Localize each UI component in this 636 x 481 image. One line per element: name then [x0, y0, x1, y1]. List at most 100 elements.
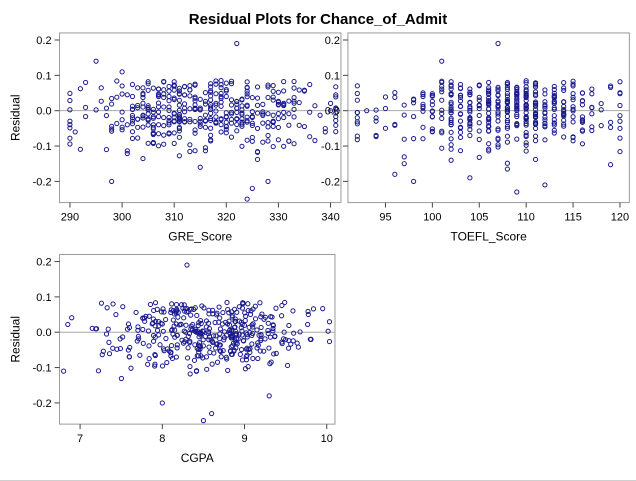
- data-point: [155, 86, 162, 92]
- data-point: [270, 83, 276, 89]
- data-point: [176, 91, 182, 97]
- data-point: [187, 116, 193, 122]
- data-point: [181, 83, 188, 90]
- data-point: [129, 106, 136, 113]
- panel-cgpa: 0.2 0.1 0.0 -0.1 -0.2 7 8 9 10 CGPA Residual: [9, 253, 336, 465]
- data-point: [439, 58, 445, 64]
- data-point: [250, 330, 256, 336]
- data-point: [523, 116, 529, 122]
- data-point: [135, 324, 141, 330]
- data-point: [373, 107, 379, 113]
- data-point: [301, 123, 308, 130]
- data-point: [551, 122, 557, 128]
- data-point: [542, 109, 548, 115]
- data-point: [504, 96, 510, 102]
- data-point: [504, 81, 510, 87]
- data-point: [382, 105, 389, 112]
- data-point: [187, 119, 193, 125]
- data-point: [333, 122, 339, 128]
- data-point: [260, 101, 266, 107]
- data-point: [457, 111, 464, 117]
- data-point: [551, 98, 557, 104]
- data-point: [579, 141, 586, 147]
- data-point: [561, 123, 567, 129]
- data-point: [119, 127, 125, 133]
- data-point: [290, 338, 296, 344]
- data-point: [245, 301, 251, 307]
- data-point: [244, 94, 250, 100]
- data-point: [288, 341, 294, 347]
- data-point: [532, 120, 539, 126]
- x-tick-label: 10: [321, 433, 333, 445]
- data-point: [155, 114, 162, 120]
- data-point: [192, 95, 198, 101]
- data-point: [476, 82, 482, 88]
- data-point: [155, 131, 162, 137]
- data-point: [218, 354, 224, 360]
- data-point: [598, 100, 604, 107]
- x-axis-label: TOEFL_Score: [451, 229, 528, 243]
- data-point: [523, 130, 529, 136]
- data-point: [192, 127, 198, 133]
- data-point: [242, 310, 248, 316]
- x-axis-label: CGPA: [181, 451, 214, 465]
- data-point: [244, 79, 250, 85]
- data-point: [439, 97, 445, 103]
- data-point: [166, 107, 172, 113]
- y-tick-label: 0.0: [325, 106, 340, 118]
- data-point: [467, 86, 473, 92]
- data-point: [240, 300, 246, 306]
- data-point: [154, 327, 161, 334]
- data-point: [173, 321, 179, 327]
- data-point: [176, 85, 182, 91]
- data-point: [145, 361, 151, 367]
- data-point: [333, 129, 339, 135]
- data-point: [228, 351, 235, 357]
- data-point: [607, 83, 614, 89]
- data-point: [439, 110, 445, 117]
- data-point: [532, 80, 539, 86]
- data-point: [561, 103, 567, 110]
- data-point: [145, 116, 151, 122]
- data-point: [523, 120, 529, 127]
- data-point: [197, 330, 203, 336]
- data-point: [67, 141, 73, 147]
- data-point: [197, 121, 203, 127]
- data-point: [197, 318, 204, 324]
- data-point: [373, 115, 379, 121]
- data-point: [617, 79, 623, 85]
- data-point: [202, 101, 209, 107]
- data-point: [135, 327, 141, 333]
- data-point: [495, 111, 501, 117]
- data-point: [495, 109, 501, 115]
- data-point: [542, 182, 548, 188]
- panel-toefl-score: 0.2 0.1 0.0 -0.1 -0.2 95 100 105 110 115 120 TOEFL_…: [321, 32, 630, 243]
- data-point: [420, 108, 426, 114]
- data-point: [281, 101, 287, 108]
- data-point: [192, 326, 198, 332]
- y-tick-label: 0.1: [36, 292, 51, 304]
- data-point: [523, 93, 529, 99]
- data-point: [297, 329, 303, 335]
- data-point: [231, 348, 237, 354]
- data-point: [286, 322, 292, 329]
- data-point: [448, 99, 454, 105]
- data-point: [504, 113, 510, 119]
- data-point: [561, 99, 567, 105]
- data-point: [129, 135, 136, 142]
- data-point: [275, 110, 281, 117]
- data-point: [208, 84, 214, 90]
- data-point: [551, 106, 557, 113]
- data-point: [147, 301, 154, 308]
- data-point: [173, 301, 180, 308]
- data-point: [124, 122, 130, 128]
- data-point: [457, 148, 464, 154]
- data-point: [187, 371, 193, 377]
- data-point: [140, 340, 146, 346]
- data-point: [218, 122, 224, 128]
- data-point: [201, 305, 207, 311]
- data-point: [133, 309, 139, 316]
- data-point: [570, 81, 576, 87]
- data-point: [103, 146, 110, 153]
- x-tick-label: 340: [321, 212, 339, 224]
